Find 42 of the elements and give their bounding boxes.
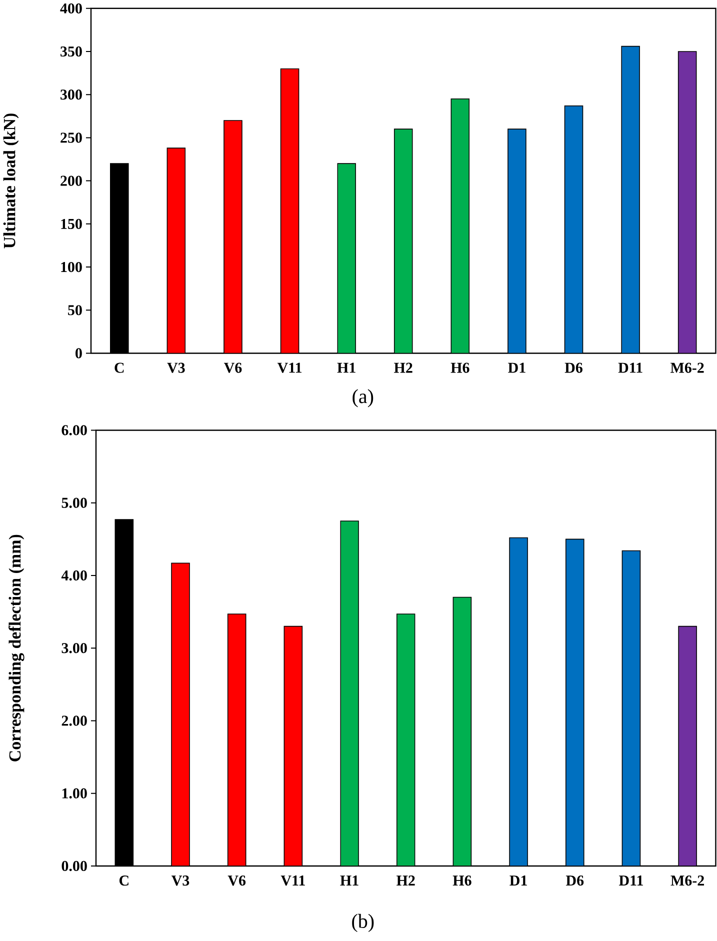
text: (a) <box>352 389 374 408</box>
x-tick-label: M6-2 <box>670 362 704 373</box>
x-tick-label: D6 <box>564 362 583 373</box>
x-tick-label: D6 <box>566 876 584 886</box>
x-tick-label: V6 <box>228 876 246 886</box>
y-tick-label: 350 <box>60 46 82 57</box>
x-tick-label: V11 <box>278 362 302 373</box>
y-tick-label: 3.00 <box>62 643 88 654</box>
x-tick-label: V3 <box>172 876 190 886</box>
x-tick-label: V6 <box>224 362 242 373</box>
y-axis-title: Corresponding deflection (mm) <box>8 534 24 762</box>
y-tick-label: 0.00 <box>62 860 88 872</box>
y-tick-label: 6.00 <box>62 425 88 436</box>
y-tick-label: 400 <box>60 3 82 14</box>
x-tick-label: V3 <box>167 362 185 373</box>
x-tick-label: V11 <box>280 876 306 886</box>
y-tick-label: 1.00 <box>62 788 88 798</box>
text: (b) <box>352 914 374 932</box>
x-tick-label: C <box>114 362 124 373</box>
x-tick-label: D1 <box>508 362 526 373</box>
y-tick-label: 4.00 <box>62 570 88 581</box>
y-tick-label: 0 <box>76 348 82 358</box>
y-tick-label: 250 <box>60 132 82 143</box>
x-tick-label: D11 <box>619 876 644 886</box>
y-tick-label: 300 <box>60 90 82 100</box>
x-tick-label: H6 <box>453 876 472 886</box>
x-tick-label: H1 <box>337 362 356 373</box>
y-tick-label: 200 <box>60 176 82 186</box>
x-tick-label: H2 <box>394 362 412 373</box>
x-tick-label: C <box>120 876 129 886</box>
x-tick-label: D11 <box>618 362 642 373</box>
y-axis-title: Ultimate load (kN) <box>3 114 19 248</box>
y-tick-label: 50 <box>68 305 82 316</box>
x-tick-label: M6-2 <box>670 876 704 886</box>
x-tick-label: H2 <box>396 876 415 886</box>
y-tick-label: 5.00 <box>62 498 88 508</box>
y-tick-label: 100 <box>61 262 82 272</box>
x-tick-label: D1 <box>510 876 528 886</box>
x-tick-label: H1 <box>340 876 358 886</box>
y-tick-label: 2.00 <box>62 716 88 726</box>
x-tick-label: H6 <box>450 362 470 373</box>
y-tick-label: 150 <box>61 218 82 229</box>
